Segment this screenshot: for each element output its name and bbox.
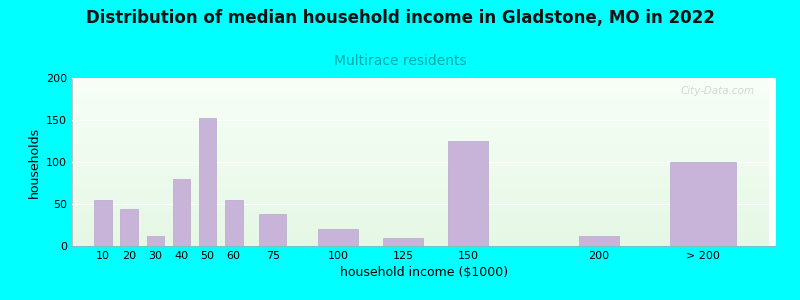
Bar	[173, 179, 190, 246]
Bar	[94, 200, 112, 246]
Text: City-Data.com: City-Data.com	[681, 86, 755, 96]
Bar	[121, 209, 138, 246]
Text: Distribution of median household income in Gladstone, MO in 2022: Distribution of median household income …	[86, 9, 714, 27]
Bar	[318, 229, 358, 246]
Bar	[670, 162, 736, 246]
Bar	[225, 200, 242, 246]
Bar	[198, 118, 217, 246]
Bar	[578, 236, 618, 246]
Y-axis label: households: households	[27, 126, 41, 198]
Bar	[259, 214, 286, 246]
X-axis label: household income ($1000): household income ($1000)	[340, 266, 508, 279]
Bar	[146, 236, 164, 246]
Bar	[448, 141, 488, 246]
Bar	[383, 238, 423, 246]
Text: Multirace residents: Multirace residents	[334, 54, 466, 68]
